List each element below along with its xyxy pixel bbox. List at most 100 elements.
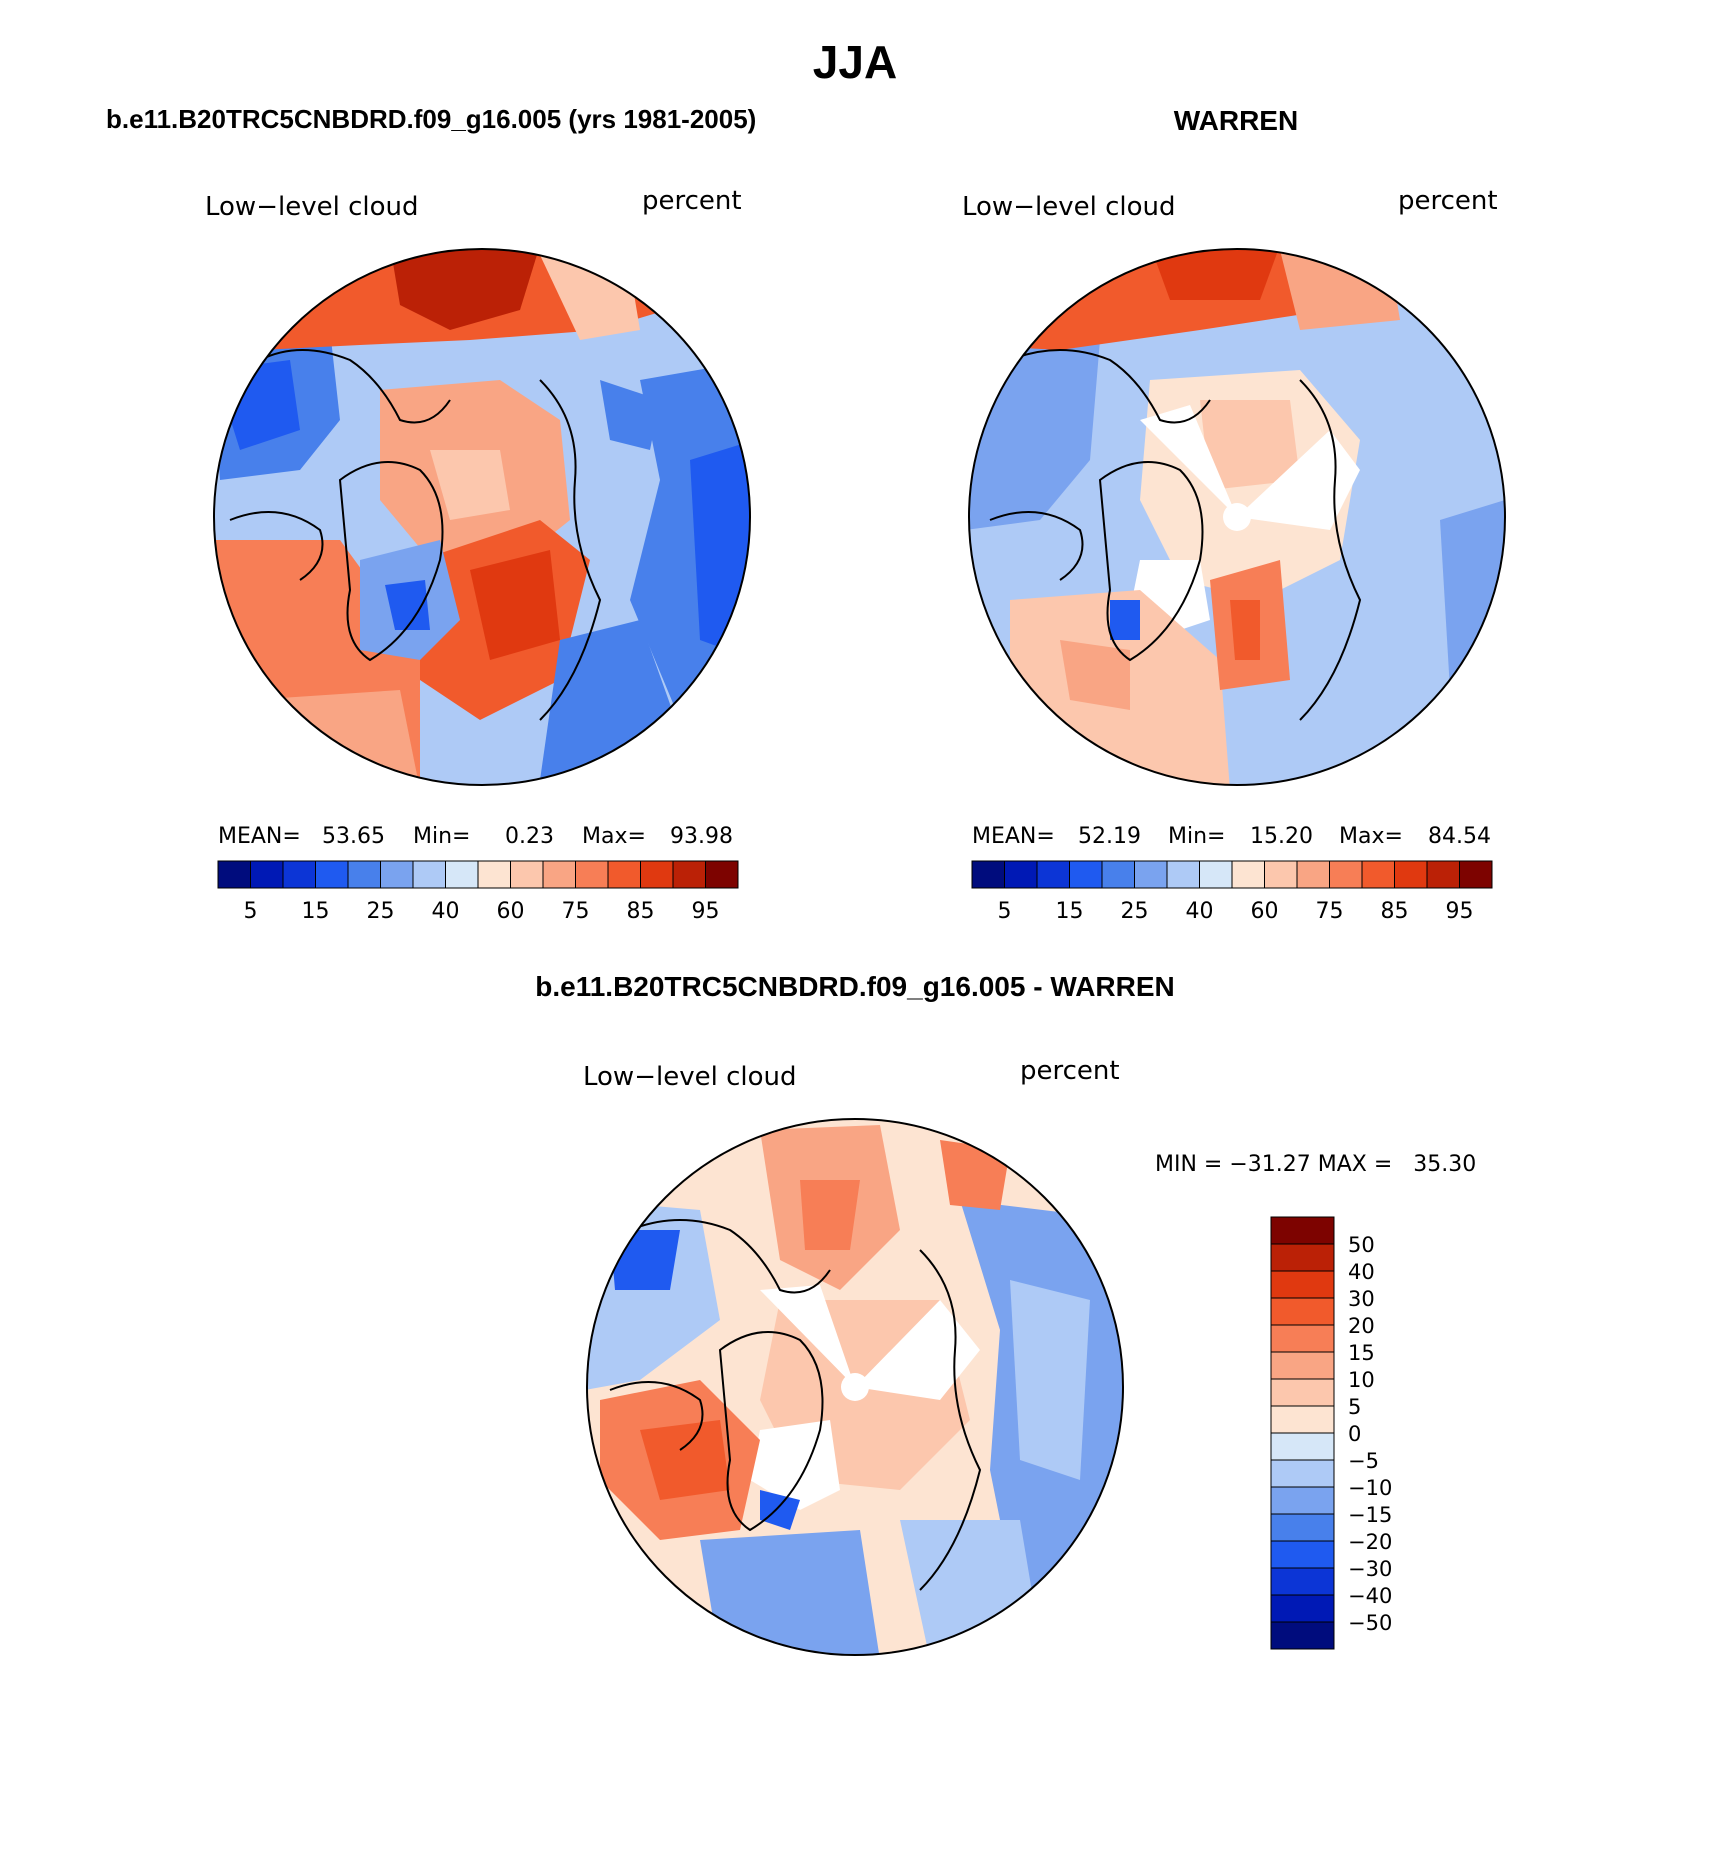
colorbar-swatch <box>1270 1297 1335 1326</box>
min-value: 15.20 <box>1250 824 1313 849</box>
colorbar-tick-label: −40 <box>1348 1584 1392 1608</box>
max-label: Max= <box>582 824 646 849</box>
colorbar-swatch <box>971 860 1005 889</box>
colorbar-tick-label: 60 <box>497 899 525 924</box>
panel-obs-title: WARREN <box>1174 105 1298 136</box>
colorbar-tick-label: −5 <box>1348 1449 1379 1473</box>
colorbar-tick-label: 0 <box>1348 1422 1361 1446</box>
colorbar-swatch <box>672 860 706 889</box>
max-label: Max= <box>1339 824 1403 849</box>
colorbar-swatch <box>1270 1621 1335 1650</box>
panel-model-units: percent <box>642 186 742 216</box>
panel-diff-variable: Low−level cloud <box>583 1062 796 1092</box>
colorbar-swatch <box>1270 1594 1335 1623</box>
colorbar-swatch <box>1270 1513 1335 1542</box>
max-value: 93.98 <box>670 824 733 849</box>
panel-obs-variable: Low−level cloud <box>962 192 1175 222</box>
mean-value: 52.19 <box>1078 824 1141 849</box>
panel-obs-stats: MEAN= 52.19 Min= 15.20 Max= 84.54 <box>972 824 1491 849</box>
colorbar-tick-label: 15 <box>302 899 330 924</box>
colorbar-swatch <box>575 860 609 889</box>
colorbar-swatch <box>347 860 381 889</box>
panel-model: b.e11.B20TRC5CNBDRD.f09_g16.005 (yrs 198… <box>106 104 756 924</box>
colorbar-swatch <box>1101 860 1135 889</box>
colorbar-tick-label: 5 <box>1348 1395 1361 1419</box>
colorbar-model: 5 15 25 40 60 75 85 95 <box>217 860 739 924</box>
min-label: Min= <box>413 824 470 849</box>
panel-model-variable: Low−level cloud <box>205 192 418 222</box>
colorbar-swatch <box>1199 860 1233 889</box>
colorbar-swatch <box>1270 1540 1335 1569</box>
colorbar-swatch <box>1270 1243 1335 1272</box>
colorbar-tick-label: −30 <box>1348 1557 1392 1581</box>
panel-obs: WARREN Low−level cloud percent <box>962 105 1506 924</box>
colorbar-swatch <box>1270 1324 1335 1353</box>
colorbar-swatch <box>1270 1216 1335 1245</box>
colorbar-swatch <box>1459 860 1493 889</box>
colorbar-swatch <box>477 860 511 889</box>
max-value: 84.54 <box>1428 824 1491 849</box>
colorbar-swatch <box>445 860 479 889</box>
colorbar-tick-label: −10 <box>1348 1476 1392 1500</box>
colorbar-swatch <box>1270 1405 1335 1434</box>
panel-diff-units: percent <box>1020 1056 1120 1086</box>
colorbar-tick-label: 10 <box>1348 1368 1375 1392</box>
colorbar-swatch <box>1329 860 1363 889</box>
colorbar-tick-label: 85 <box>627 899 655 924</box>
colorbar-tick-label: −20 <box>1348 1530 1392 1554</box>
panel-diff-title: b.e11.B20TRC5CNBDRD.f09_g16.005 - WARREN <box>535 971 1175 1002</box>
colorbar-swatch <box>1069 860 1103 889</box>
colorbar-tick-label: 15 <box>1056 899 1084 924</box>
colorbar-tick-label: 5 <box>998 899 1012 924</box>
colorbar-tick-label: 40 <box>1186 899 1214 924</box>
min-value: 0.23 <box>505 824 554 849</box>
colorbar-swatch <box>1231 860 1265 889</box>
colorbar-tick-label: 20 <box>1348 1314 1375 1338</box>
colorbar-swatch <box>1264 860 1298 889</box>
panel-obs-units: percent <box>1398 186 1498 216</box>
colorbar-tick-label: 15 <box>1348 1341 1375 1365</box>
colorbar-tick-label: 40 <box>1348 1260 1375 1284</box>
colorbar-swatch <box>1270 1459 1335 1488</box>
panel-diff-stats: MIN = −31.27 MAX = 35.30 <box>1155 1152 1476 1177</box>
colorbar-swatch <box>1166 860 1200 889</box>
colorbar-swatch <box>1270 1351 1335 1380</box>
colorbar-obs: 5 15 25 40 60 75 85 95 <box>971 860 1493 924</box>
colorbar-swatch <box>640 860 674 889</box>
panel-model-stats: MEAN= 53.65 Min= 0.23 Max= 93.98 <box>218 824 733 849</box>
colorbar-swatch <box>510 860 544 889</box>
colorbar-tick-label: 25 <box>367 899 395 924</box>
colorbar-tick-label: 75 <box>562 899 590 924</box>
panel-diff: b.e11.B20TRC5CNBDRD.f09_g16.005 - WARREN… <box>535 971 1476 1656</box>
colorbar-swatch <box>1270 1486 1335 1515</box>
colorbar-swatch <box>250 860 284 889</box>
colorbar-swatch <box>412 860 446 889</box>
panel-model-title: b.e11.B20TRC5CNBDRD.f09_g16.005 (yrs 198… <box>106 104 756 134</box>
colorbar-swatch <box>1394 860 1428 889</box>
colorbar-swatch <box>1361 860 1395 889</box>
colorbar-swatch <box>1270 1567 1335 1596</box>
colorbar-swatch <box>1270 1270 1335 1299</box>
colorbar-tick-label: 5 <box>244 899 258 924</box>
colorbar-swatch <box>1004 860 1038 889</box>
colorbar-tick-label: −50 <box>1348 1611 1392 1635</box>
colorbar-tick-label: 95 <box>692 899 720 924</box>
colorbar-swatch <box>1296 860 1330 889</box>
mean-label: MEAN= <box>972 824 1055 849</box>
colorbar-swatch <box>1270 1432 1335 1461</box>
mean-value: 53.65 <box>322 824 385 849</box>
colorbar-swatch <box>282 860 316 889</box>
colorbar-swatch <box>1270 1378 1335 1407</box>
colorbar-tick-label: 50 <box>1348 1233 1375 1257</box>
colorbar-tick-label: 95 <box>1446 899 1474 924</box>
colorbar-tick-label: 40 <box>432 899 460 924</box>
colorbar-swatch <box>607 860 641 889</box>
colorbar-swatch <box>1036 860 1070 889</box>
colorbar-tick-label: 30 <box>1348 1287 1375 1311</box>
polar-map-diff <box>587 1119 1123 1655</box>
polar-map-obs <box>969 249 1505 785</box>
colorbar-swatch <box>380 860 414 889</box>
colorbar-swatch <box>1426 860 1460 889</box>
